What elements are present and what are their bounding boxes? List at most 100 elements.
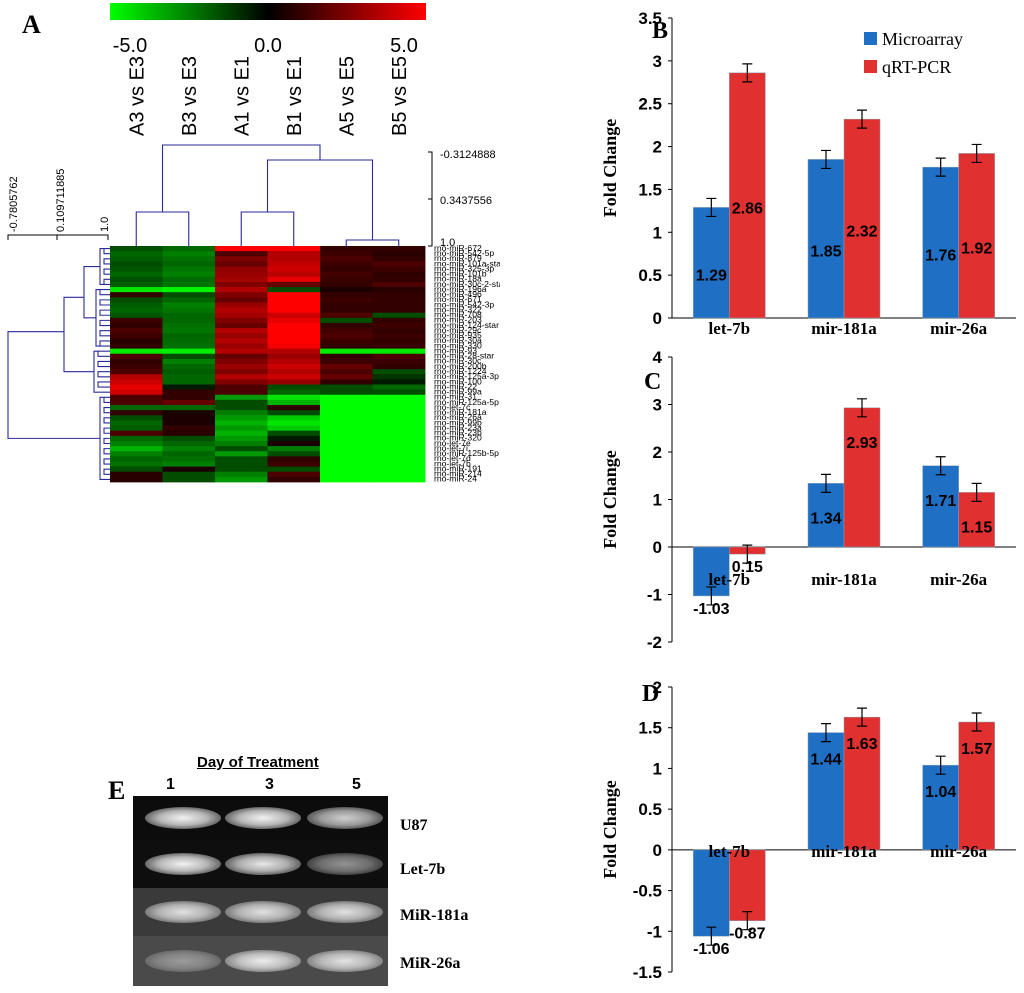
heatmap-cell	[320, 271, 373, 278]
data-label: 2.93	[846, 435, 877, 452]
heatmap-cell	[215, 246, 268, 252]
row-label: rno-miR-101a-star	[434, 258, 500, 268]
heatmap-cell	[215, 394, 268, 401]
bar	[958, 153, 995, 319]
heatmap-cell	[110, 271, 163, 278]
heatmap-cell	[215, 322, 268, 329]
heatmap-cell	[267, 302, 321, 308]
column-dendro-scale-label: -0.3124888	[440, 149, 496, 161]
heatmap-cell	[110, 435, 163, 442]
heatmap-cell	[320, 281, 373, 288]
category-label: mir-181a	[811, 570, 877, 589]
heatmap-cell	[215, 399, 268, 406]
row-label: rno-miR-125b-5p	[434, 448, 499, 458]
heatmap-cell	[162, 246, 216, 252]
heatmap-cell	[267, 328, 321, 334]
heatmap-cell	[320, 374, 373, 380]
heatmap-cell	[320, 338, 373, 344]
data-label: 1.04	[925, 784, 956, 801]
heatmap-cell	[372, 271, 426, 278]
heatmap-cell	[110, 353, 163, 360]
heatmap-cell	[320, 440, 373, 447]
row-label: rno-miR-23a	[434, 422, 482, 432]
gel-band	[307, 807, 383, 829]
heatmap-cell	[110, 322, 163, 329]
heatmap-cell	[320, 322, 373, 329]
heatmap-cell	[267, 251, 321, 257]
heatmap-cell	[267, 456, 321, 462]
heatmap-cell	[320, 466, 373, 473]
category-label: let-7b	[709, 842, 751, 861]
heatmap-cell	[267, 405, 321, 411]
heatmap-cell	[110, 256, 163, 262]
category-label: let-7b	[709, 319, 751, 338]
heatmap-cell	[372, 461, 426, 467]
gel-band	[145, 853, 221, 875]
heatmap-cell	[372, 379, 426, 385]
error-bar	[742, 911, 753, 931]
heatmap-cell	[215, 415, 268, 421]
row-label: rno-miR-203	[434, 315, 482, 325]
bar-chart-b: B 0 0.5 1 1.5 2 2.5 3 3.5 Fold Change 1.29 2.86 let-…	[600, 9, 1016, 338]
heatmap-cell	[267, 348, 321, 355]
row-label: rno-miR-26a	[434, 412, 482, 422]
heatmap-cell	[110, 343, 163, 349]
heatmap-cell	[110, 266, 163, 273]
y-tick-label: 2	[653, 678, 662, 697]
error-bar	[706, 197, 717, 218]
heatmap-cell	[372, 251, 426, 257]
heatmap-cell	[162, 415, 216, 421]
error-bar	[857, 109, 867, 129]
bar	[807, 159, 845, 319]
heatmap-cell	[215, 281, 268, 288]
heatmap-cell	[267, 333, 321, 339]
category-label: let-7b	[709, 570, 751, 589]
row-label: rno-miR-125a-3p	[434, 371, 499, 381]
row-label: rno-miR-671	[434, 294, 482, 304]
heatmap-cell	[267, 425, 321, 432]
heatmap-cell	[267, 307, 321, 314]
heatmap-cell	[162, 374, 216, 380]
heatmap-cell	[215, 451, 268, 457]
heatmap-cell	[162, 317, 216, 324]
heatmap-cell	[110, 261, 163, 267]
heatmap-cell	[372, 420, 426, 426]
heatmap-cell	[162, 425, 216, 432]
row-label: rno-miR-29c	[434, 325, 482, 335]
heatmap-cell	[320, 353, 373, 360]
heatmap-cell	[372, 307, 426, 314]
heatmap-cell	[215, 435, 268, 442]
heatmap-cell	[267, 379, 321, 385]
row-dendro-scale-label: 0.109711885	[55, 169, 67, 232]
heatmap-cell	[320, 456, 373, 462]
row-label: rno-miR-99a	[434, 387, 482, 397]
heatmap-cell	[162, 251, 216, 257]
legend-label: qRT-PCR	[882, 57, 951, 77]
category-label: mir-26a	[930, 842, 987, 861]
row-label: rno-miR-196a	[434, 284, 487, 294]
heatmap-cell	[320, 476, 373, 483]
y-axis-label: Fold Change	[600, 780, 620, 879]
row-label: rno-miR-542-5p	[434, 248, 494, 258]
heatmap-cell	[110, 405, 163, 411]
heatmap-cell	[320, 256, 373, 262]
heatmap-cell	[215, 287, 268, 293]
heatmap-cell	[110, 317, 163, 324]
gel-band	[145, 950, 221, 972]
heatmap-cell	[162, 292, 216, 298]
heatmap-cell	[215, 440, 268, 447]
heatmap-cell	[267, 266, 321, 273]
heatmap-cell	[267, 246, 321, 252]
gel-lane-label-u87: U87	[400, 817, 428, 834]
heatmap-cell	[110, 281, 163, 288]
row-label: rno-miR-672	[434, 243, 482, 253]
heatmap-cell	[162, 276, 216, 283]
heatmap-cell	[320, 363, 373, 370]
y-tick-label: 0	[653, 841, 662, 860]
y-tick-label: -1	[647, 922, 662, 941]
heatmap-cell	[320, 261, 373, 267]
row-label: rno-miR-200b	[434, 361, 487, 371]
heatmap-cell	[372, 256, 426, 262]
heatmap-cell	[320, 471, 373, 478]
